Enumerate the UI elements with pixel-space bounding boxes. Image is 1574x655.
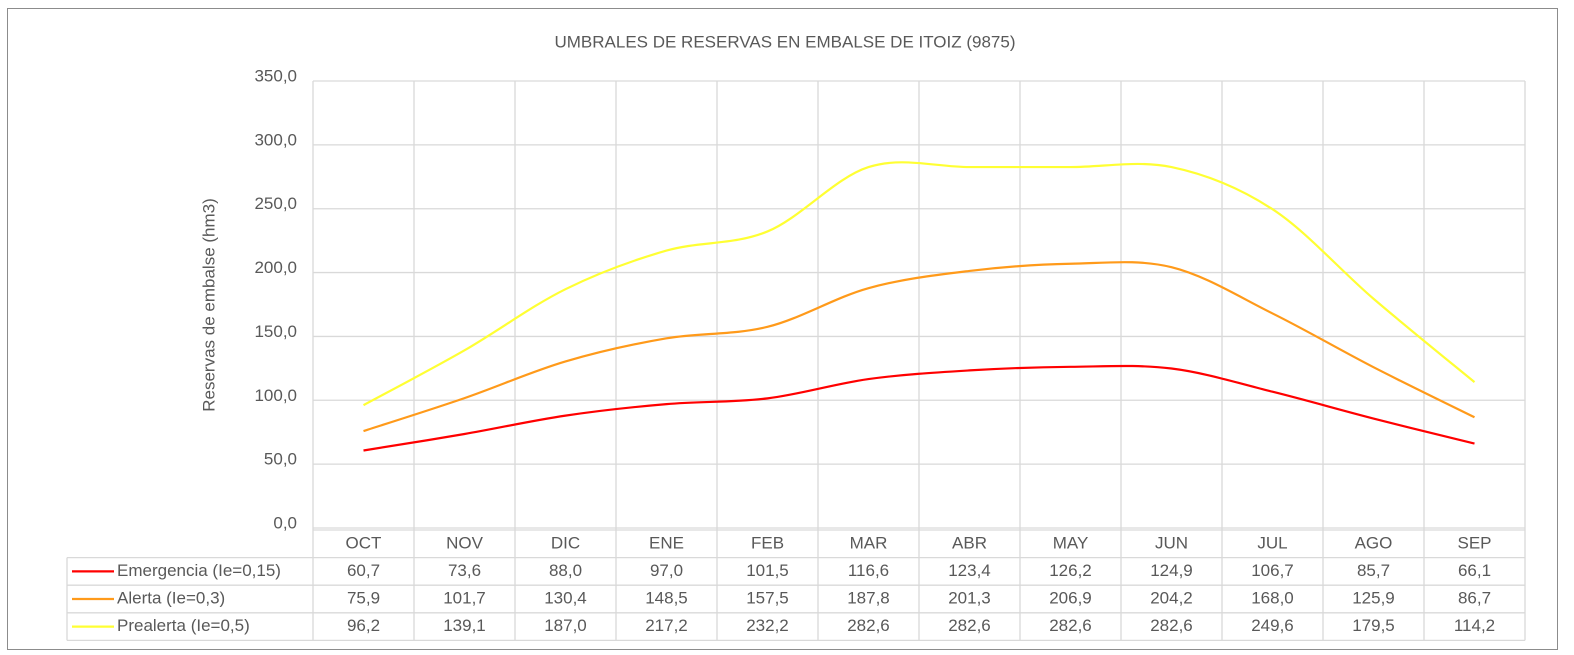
y-tick-label: 50,0	[264, 450, 297, 469]
x-tick-label: SEP	[1457, 533, 1491, 552]
data-table-value: 88,0	[549, 561, 582, 580]
data-table-value: 282,6	[948, 616, 991, 635]
x-tick-label: AGO	[1355, 533, 1393, 552]
data-table-value: 97,0	[650, 561, 683, 580]
data-table-value: 139,1	[443, 616, 486, 635]
data-table-value: 85,7	[1357, 561, 1390, 580]
data-table-value: 116,6	[848, 561, 889, 580]
data-table-value: 168,0	[1251, 588, 1294, 607]
x-tick-label: FEB	[751, 533, 784, 552]
data-table-value: 217,2	[645, 616, 688, 635]
x-tick-label: ENE	[649, 533, 684, 552]
y-tick-label: 100,0	[254, 386, 297, 405]
data-table-value: 282,6	[1049, 616, 1092, 635]
data-table-value: 201,3	[948, 588, 991, 607]
data-table-value: 126,2	[1049, 561, 1092, 580]
data-table-value: 282,6	[847, 616, 890, 635]
x-tick-label: NOV	[446, 533, 484, 552]
data-table-value: 73,6	[448, 561, 481, 580]
legend-label: Prealerta (Ie=0,5)	[117, 616, 250, 635]
y-tick-label: 0,0	[273, 513, 297, 532]
data-table-value: 206,9	[1049, 588, 1092, 607]
y-tick-label: 200,0	[254, 258, 297, 277]
x-tick-label: JUL	[1257, 533, 1287, 552]
data-table-value: 124,9	[1150, 561, 1193, 580]
data-table-value: 75,9	[347, 588, 380, 607]
data-table-value: 179,5	[1352, 616, 1395, 635]
data-table-value: 187,0	[544, 616, 587, 635]
x-tick-label: JUN	[1155, 533, 1188, 552]
x-tick-label: DIC	[551, 533, 580, 552]
data-table-value: 96,2	[347, 616, 380, 635]
data-table-value: 130,4	[544, 588, 587, 607]
data-table-value: 106,7	[1251, 561, 1294, 580]
data-table-value: 125,9	[1352, 588, 1395, 607]
y-tick-label: 150,0	[254, 322, 297, 341]
data-table-value: 60,7	[347, 561, 380, 580]
x-tick-label: ABR	[952, 533, 987, 552]
data-table-value: 232,2	[746, 616, 789, 635]
chart-border	[7, 8, 1558, 650]
data-table-value: 86,7	[1458, 588, 1491, 607]
data-table-value: 282,6	[1150, 616, 1193, 635]
data-table-value: 249,6	[1251, 616, 1294, 635]
x-tick-label: OCT	[346, 533, 382, 552]
data-table-value: 114,2	[1454, 616, 1495, 635]
y-tick-label: 250,0	[254, 194, 297, 213]
chart-title: UMBRALES DE RESERVAS EN EMBALSE DE ITOIZ…	[554, 32, 1015, 51]
x-tick-label: MAR	[850, 533, 888, 552]
legend-label: Emergencia (Ie=0,15)	[117, 561, 281, 580]
y-tick-label: 350,0	[254, 66, 297, 85]
y-axis-label: Reservas de embalse (hm3)	[199, 198, 218, 412]
legend-label: Alerta (Ie=0,3)	[117, 588, 225, 607]
x-tick-label: MAY	[1053, 533, 1089, 552]
series-line	[363, 261, 1475, 433]
data-table-value: 101,5	[746, 561, 789, 580]
y-tick-label: 300,0	[254, 130, 297, 149]
data-table-value: 123,4	[948, 561, 991, 580]
series-line	[363, 364, 1475, 452]
series-line	[362, 161, 1476, 407]
data-table-value: 148,5	[645, 588, 688, 607]
data-table-value: 204,2	[1150, 588, 1193, 607]
data-table-value: 101,7	[443, 588, 486, 607]
data-table-value: 187,8	[847, 588, 890, 607]
data-table-value: 157,5	[746, 588, 789, 607]
data-table-value: 66,1	[1458, 561, 1491, 580]
